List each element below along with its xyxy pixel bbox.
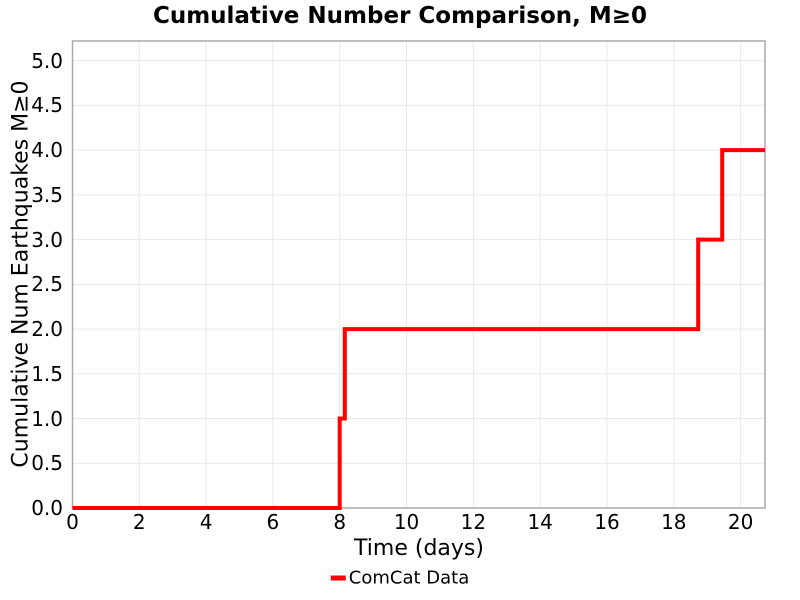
x-tick-label: 6 — [266, 510, 280, 534]
gridlines — [72, 41, 765, 509]
y-tick-label: 5.0 — [31, 48, 63, 73]
x-tick-label: 14 — [527, 510, 553, 534]
y-tick-label: 2.5 — [31, 272, 63, 297]
y-tick-label: 1.5 — [31, 361, 63, 386]
legend-line-swatch — [330, 575, 346, 581]
x-tick-label: 18 — [661, 510, 687, 534]
x-tick-label: 20 — [727, 510, 754, 534]
y-tick-label: 1.0 — [31, 406, 63, 431]
chart-title: Cumulative Number Comparison, M≥0 — [152, 3, 648, 29]
x-tick-label: 10 — [393, 510, 420, 534]
x-tick-label: 2 — [132, 510, 146, 534]
plot-border — [71, 40, 766, 509]
x-tick-label: 16 — [594, 510, 620, 534]
y-tick-label: 0.0 — [31, 496, 63, 520]
y-tick-label: 0.5 — [31, 451, 63, 476]
y-tick-label: 3.5 — [31, 182, 63, 207]
y-tick-label: 4.5 — [31, 93, 63, 118]
y-axis-label: Cumulative Num Earthquakes M≥0 — [8, 80, 34, 468]
x-axis-label: Time (days) — [354, 536, 484, 561]
y-tick-label: 2.0 — [31, 317, 63, 342]
y-tick-label: 3.0 — [31, 227, 63, 252]
legend: ComCat Data — [330, 567, 470, 589]
x-tick-label: 8 — [333, 510, 347, 534]
x-tick-label: 0 — [66, 510, 79, 534]
x-tick-label: 12 — [460, 510, 487, 534]
y-tick-label: 4.0 — [31, 138, 63, 163]
x-tick-label: 4 — [199, 510, 213, 534]
series-line-comcat — [72, 148, 765, 510]
legend-label: ComCat Data — [348, 567, 470, 589]
